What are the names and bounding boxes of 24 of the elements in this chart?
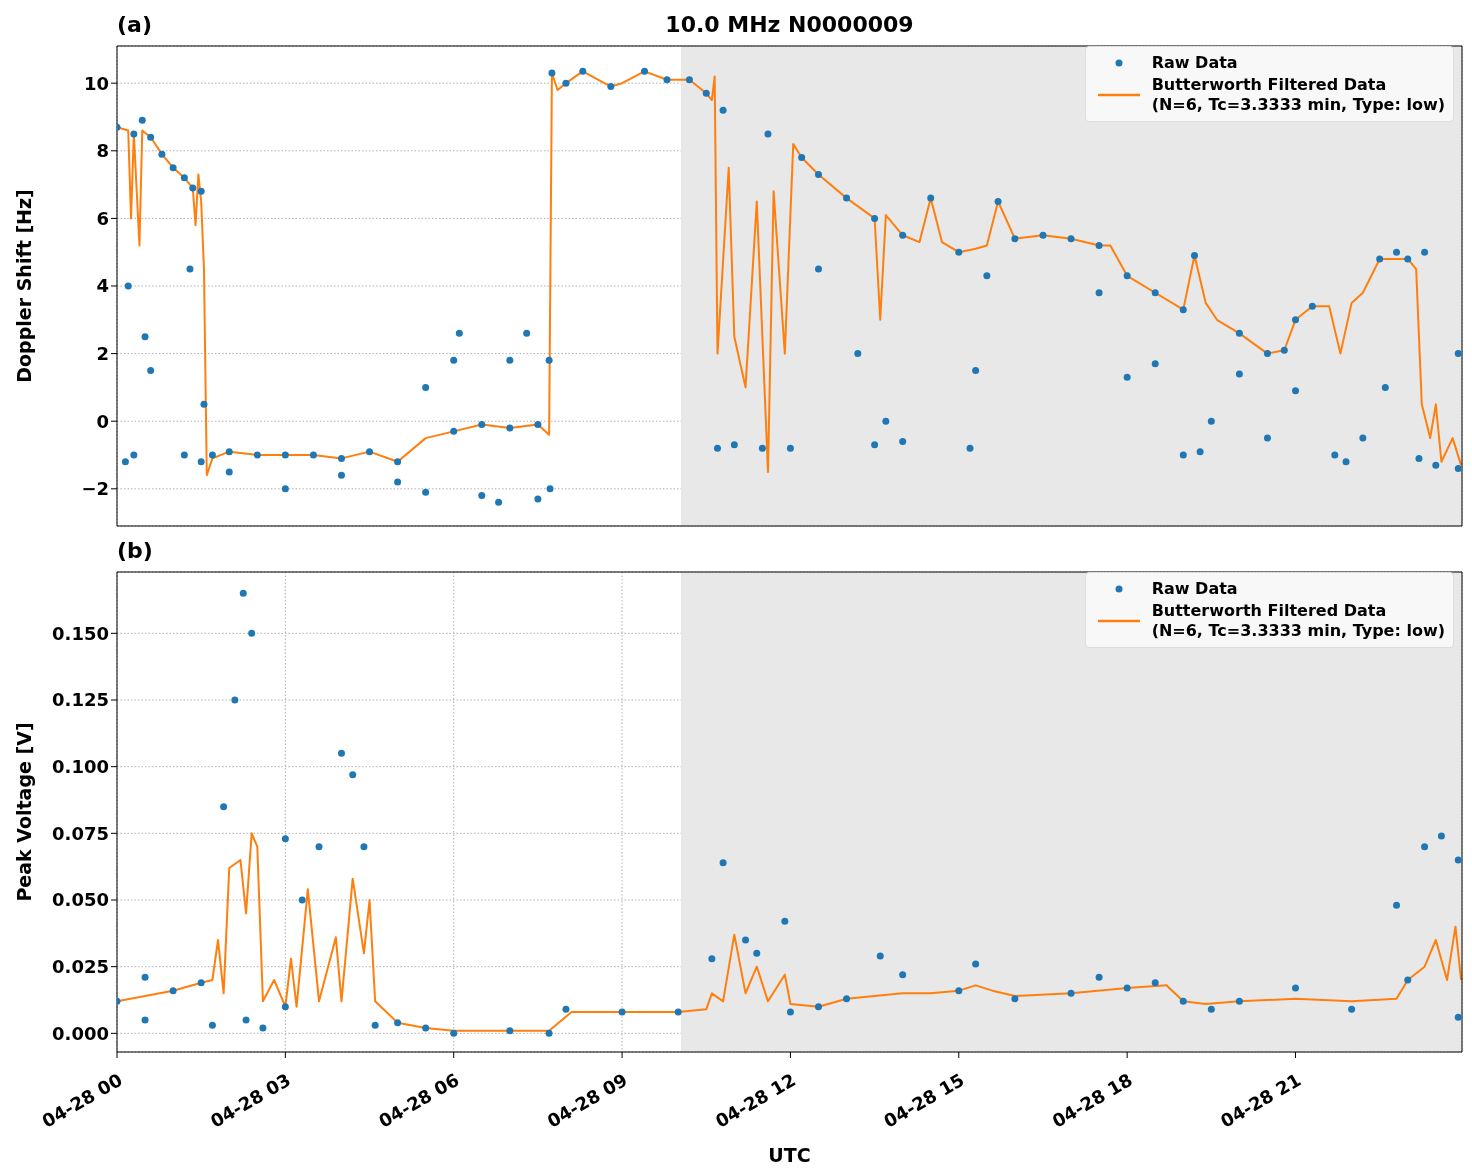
legend-label: Butterworth Filtered Data (N=6, Tc=3.3333 min, Type: low) [1151,75,1445,115]
chart-title: 10.0 MHz N0000009 [665,12,914,37]
y-tick-label: 0.100 [52,756,109,778]
text: (b) [117,538,153,563]
y-tick-label: 0.025 [52,956,109,978]
y-tick-label: 10 [83,72,109,94]
y-tick-label: 0.000 [52,1022,109,1044]
y-tick-label: 2 [96,343,109,364]
y-axis-title: Peak Voltage [V] [13,722,35,902]
x-axis-title: UTC [768,1144,811,1166]
y-tick-label: 0.050 [52,889,109,911]
legend-label: Raw Data [1151,53,1238,73]
y-tick-label: 6 [96,207,109,229]
y-tick-label: 8 [96,140,109,162]
y-tick-label: 0 [96,410,109,432]
y-tick-label: 0.125 [52,689,109,711]
y-tick-label: 0.150 [52,622,109,644]
y-tick-label: −2 [81,478,109,500]
legend-label: Raw Data [1151,579,1238,599]
text: (a) [117,12,152,37]
legend-label: Butterworth Filtered Data (N=6, Tc=3.3333 min, Type: low) [1151,601,1445,641]
y-tick-label: 4 [96,275,109,297]
y-tick-label: 0.075 [52,822,109,844]
y-axis-title: Doppler Shift [Hz] [13,189,35,383]
